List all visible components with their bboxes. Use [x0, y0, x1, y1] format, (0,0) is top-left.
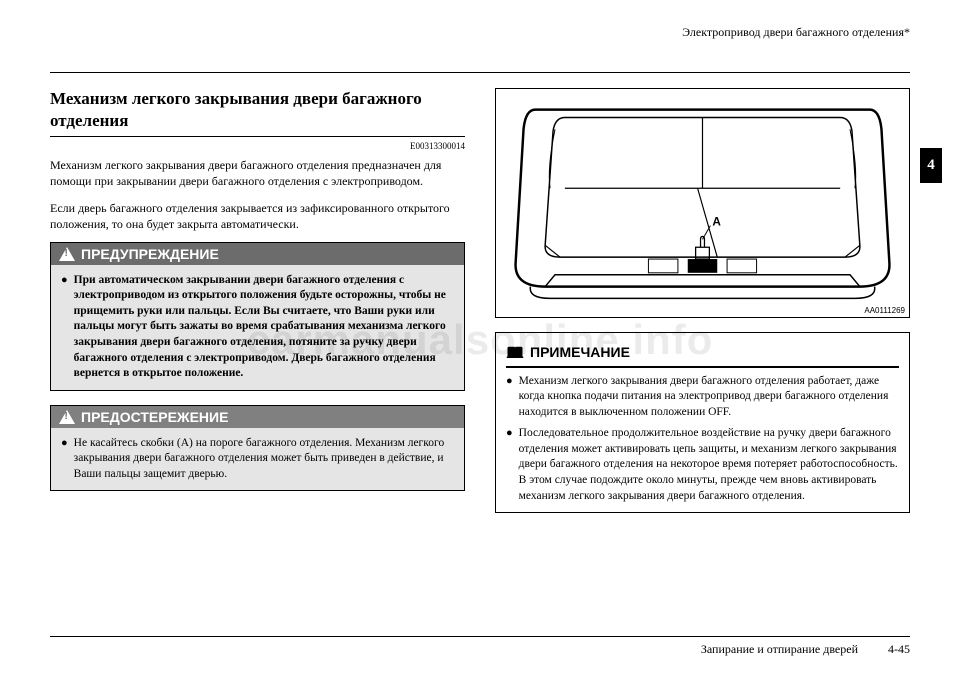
note-label: ПРИМЕЧАНИЕ: [530, 343, 630, 362]
intro-para-2: Если дверь багажного отделения закрывает…: [50, 200, 465, 232]
section-title: Механизм легкого закрывания двери багажн…: [50, 88, 465, 132]
note-item-1: ● Механизм легкого закрывания двери бага…: [506, 374, 899, 421]
warning-callout: ПРЕДУПРЕЖДЕНИЕ ● При автоматическом закр…: [50, 242, 465, 391]
intro-para-1: Механизм легкого закрывания двери багажн…: [50, 157, 465, 189]
page: Электропривод двери багажного отделения*…: [0, 0, 960, 679]
note-text-2: Последовательное продолжительное воздейс…: [519, 426, 899, 504]
right-column: A AA0111269 ПРИМЕЧАНИЕ: [495, 88, 910, 513]
figure-label-a: A: [712, 215, 721, 229]
title-rule: [50, 136, 465, 137]
chapter-tab: 4: [920, 148, 942, 183]
caution-header: ПРЕДОСТЕРЕЖЕНИЕ: [51, 406, 464, 428]
warning-header: ПРЕДУПРЕЖДЕНИЕ: [51, 243, 464, 265]
bullet-dot: ●: [506, 426, 513, 504]
note-header: ПРИМЕЧАНИЕ: [506, 341, 899, 368]
bullet-dot: ●: [61, 436, 68, 483]
note-icon: [506, 345, 524, 359]
bullet-dot: ●: [61, 273, 68, 382]
doc-code: E00313300014: [50, 141, 465, 151]
footer: Запирание и отпирание дверей 4-45: [701, 642, 910, 657]
footer-chapter: Запирание и отпирание дверей: [701, 642, 858, 657]
footer-rule: [50, 636, 910, 637]
caution-label: ПРЕДОСТЕРЕЖЕНИЕ: [81, 409, 228, 425]
caution-body: ● Не касайтесь скобки (A) на пороге бага…: [51, 428, 464, 491]
warning-label: ПРЕДУПРЕЖДЕНИЕ: [81, 246, 219, 262]
note-body: ПРИМЕЧАНИЕ ● Механизм легкого закрывания…: [496, 333, 909, 512]
top-rule: [50, 72, 910, 73]
warning-icon: [59, 247, 75, 261]
trunk-illustration: A: [496, 89, 909, 317]
warning-body: ● При автоматическом закрывании двери ба…: [51, 265, 464, 390]
note-item-2: ● Последовательное продолжительное возде…: [506, 426, 899, 504]
running-header: Электропривод двери багажного отделения*: [682, 25, 910, 40]
caution-icon: [59, 410, 75, 424]
figure-code: AA0111269: [864, 306, 905, 315]
note-callout: ПРИМЕЧАНИЕ ● Механизм легкого закрывания…: [495, 332, 910, 513]
footer-page: 4-45: [888, 642, 910, 657]
note-text-1: Механизм легкого закрывания двери багажн…: [519, 374, 899, 421]
content-columns: Механизм легкого закрывания двери багажн…: [50, 88, 910, 513]
caution-text: Не касайтесь скобки (A) на пороге багажн…: [74, 436, 454, 483]
left-column: Механизм легкого закрывания двери багажн…: [50, 88, 465, 513]
caution-callout: ПРЕДОСТЕРЕЖЕНИЕ ● Не касайтесь скобки (A…: [50, 405, 465, 492]
bullet-dot: ●: [506, 374, 513, 421]
warning-text: При автоматическом закрывании двери бага…: [74, 273, 454, 382]
figure-trunk-sill: A AA0111269: [495, 88, 910, 318]
